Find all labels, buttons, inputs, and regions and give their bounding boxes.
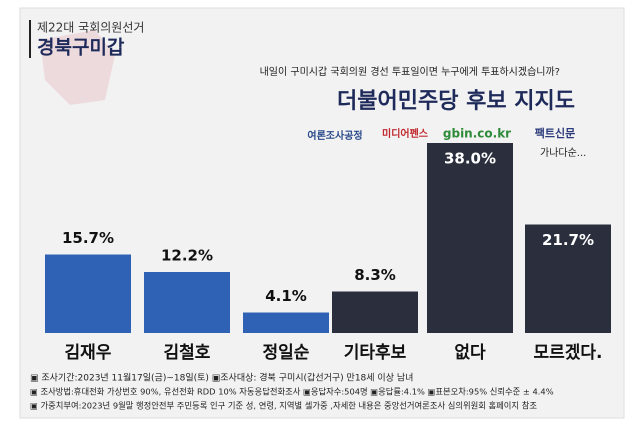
category-label: 없다 xyxy=(454,343,486,363)
value-label: 15.7% xyxy=(62,229,114,247)
bar xyxy=(332,291,418,333)
category-label: 정일순 xyxy=(263,343,310,363)
map-decoration xyxy=(40,30,115,105)
bar xyxy=(525,224,611,333)
source-logo: gbin.co.kr xyxy=(443,127,511,141)
source-logo: 팩트신문 xyxy=(535,126,575,140)
footnote: ▣ 조사방법:휴대전화 가상번호 90%, 유선전화 RDD 10% 자동응답전… xyxy=(30,387,554,397)
source-logo: 미디어펜스 xyxy=(382,127,428,140)
value-label: 12.2% xyxy=(161,247,213,265)
bar xyxy=(427,143,513,333)
category-label: 기타후보 xyxy=(344,342,407,363)
value-label: 4.1% xyxy=(265,287,307,305)
annotation: 가나다순... xyxy=(540,147,586,159)
value-label: 21.7% xyxy=(542,231,594,249)
category-label: 모르겠다. xyxy=(533,343,602,363)
district-label: 경북구미갑 xyxy=(37,37,125,59)
category-label: 김철호 xyxy=(164,343,211,363)
chart-title: 더불어민주당 후보 지지도 xyxy=(337,89,575,114)
value-label: 8.3% xyxy=(354,266,396,284)
panel xyxy=(19,7,625,419)
footnote: ▣ 조사기간:2023년 11월17일(금)~18일(토) ▣조사대상: 경북 … xyxy=(30,372,413,384)
question: 내일이 구미시갑 국회의원 경선 투표일이면 누구에게 투표하시겠습니까? xyxy=(260,65,560,78)
source-logo: 여론조사공정 xyxy=(307,129,362,142)
category-label: 김재우 xyxy=(65,343,112,363)
bars: 15.7% 김재우 12.2% 김철호 4.1% 정일순 8.3% 기타후보 38.0% 없다 21… xyxy=(45,143,611,363)
footnote: ▣ 가중치부여:2023년 9월말 행정안전부 주민등록 인구 기준 성, 연령… xyxy=(30,401,537,411)
election-label: 제22대 국회의원선거 xyxy=(37,21,144,35)
value-label: 38.0% xyxy=(444,150,496,168)
bar xyxy=(144,272,230,333)
bar xyxy=(243,312,329,333)
bar xyxy=(45,254,131,333)
